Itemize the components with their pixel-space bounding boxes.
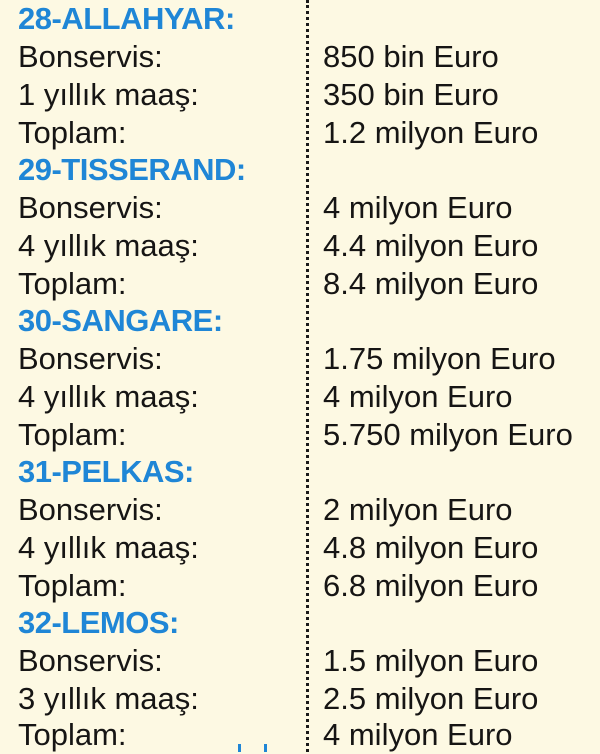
player-name: 30-SANGARE: (18, 303, 223, 338)
row-value: 350 bin Euro (323, 77, 499, 112)
row-label: 1 yıllık maaş: (18, 77, 199, 112)
row-value: 8.4 milyon Euro (323, 266, 539, 301)
row-value: 1.2 milyon Euro (323, 115, 539, 150)
salary-row: 4 yıllık maaş: 4.4 milyon Euro (0, 227, 600, 265)
row-label: Bonservis: (18, 190, 163, 225)
row-value: 1.75 milyon Euro (323, 341, 556, 376)
row-value: 6.8 milyon Euro (323, 568, 539, 603)
total-row: Toplam: 8.4 milyon Euro (0, 265, 600, 303)
cut-off-next-heading (238, 744, 268, 752)
fee-row: Bonservis: 4 milyon Euro (0, 189, 600, 227)
row-value: 4 milyon Euro (323, 379, 513, 414)
player-name: 31-PELKAS: (18, 454, 194, 489)
row-value: 4 milyon Euro (323, 190, 513, 225)
row-value: 1.5 milyon Euro (323, 643, 539, 678)
row-label: 4 yıllık maaş: (18, 530, 199, 565)
row-value: 4.4 milyon Euro (323, 228, 539, 263)
fee-row: Bonservis: 1.5 milyon Euro (0, 642, 600, 680)
player-name: 32-LEMOS: (18, 605, 179, 640)
row-value: 4.8 milyon Euro (323, 530, 539, 565)
fee-row: Bonservis: 2 milyon Euro (0, 491, 600, 529)
total-row: Toplam: 6.8 milyon Euro (0, 567, 600, 605)
total-row: Toplam: 5.750 milyon Euro (0, 416, 600, 454)
row-value: 2 milyon Euro (323, 492, 513, 527)
total-row: Toplam: 1.2 milyon Euro (0, 114, 600, 152)
salary-row: 3 yıllık maaş: 2.5 milyon Euro (0, 680, 600, 718)
salary-row: 1 yıllık maaş: 350 bin Euro (0, 76, 600, 114)
row-label: 3 yıllık maaş: (18, 681, 199, 716)
salary-row: 4 yıllık maaş: 4 milyon Euro (0, 378, 600, 416)
row-label: Toplam: (18, 115, 127, 150)
row-value: 4 milyon Euro (323, 717, 513, 752)
row-label: 4 yıllık maaş: (18, 379, 199, 414)
player-name: 29-TISSERAND: (18, 152, 246, 187)
row-label: Bonservis: (18, 492, 163, 527)
total-row: Toplam: 4 milyon Euro (0, 716, 600, 754)
dotted-column-divider (306, 0, 309, 752)
fee-row: Bonservis: 850 bin Euro (0, 38, 600, 76)
row-label: Bonservis: (18, 643, 163, 678)
player-name: 28-ALLAHYAR: (18, 1, 235, 36)
row-label: Bonservis: (18, 39, 163, 74)
row-label: Toplam: (18, 568, 127, 603)
row-value: 2.5 milyon Euro (323, 681, 539, 716)
row-label: 4 yıllık maaş: (18, 228, 199, 263)
row-value: 850 bin Euro (323, 39, 499, 74)
fee-row: Bonservis: 1.75 milyon Euro (0, 340, 600, 378)
row-label: Toplam: (18, 717, 127, 752)
row-label: Bonservis: (18, 341, 163, 376)
salary-row: 4 yıllık maaş: 4.8 milyon Euro (0, 529, 600, 567)
row-label: Toplam: (18, 417, 127, 452)
row-value: 5.750 milyon Euro (323, 417, 573, 452)
row-label: Toplam: (18, 266, 127, 301)
